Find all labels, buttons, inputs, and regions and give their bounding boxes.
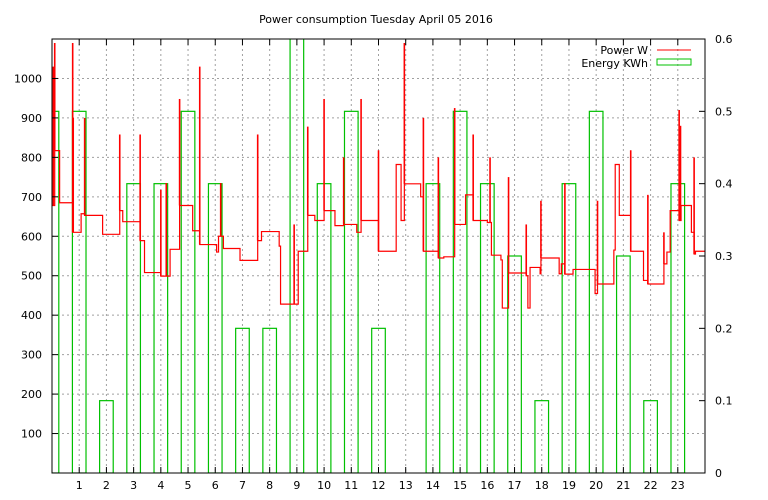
y-tick-label: 600 xyxy=(21,230,42,243)
energy-bar xyxy=(670,183,686,473)
energy-bar xyxy=(561,183,577,473)
y-tick-label: 1000 xyxy=(14,72,42,85)
x-tick-label: 9 xyxy=(293,479,300,492)
x-tick-label: 20 xyxy=(589,479,603,492)
x-tick-label: 22 xyxy=(644,479,658,492)
x-tick-label: 1 xyxy=(76,479,83,492)
x-tick-label: 16 xyxy=(480,479,494,492)
x-tick-label: 10 xyxy=(317,479,331,492)
x-tick-label: 2 xyxy=(103,479,110,492)
y2-tick-label: 0.3 xyxy=(715,250,733,263)
energy-bar xyxy=(615,255,631,473)
x-tick-label: 13 xyxy=(399,479,413,492)
x-tick-label: 18 xyxy=(535,479,549,492)
y2-tick-label: 0.1 xyxy=(715,395,733,408)
legend: Power W Energy KWh xyxy=(581,44,692,70)
y-tick-label: 400 xyxy=(21,309,42,322)
y2-tick-label: 0.2 xyxy=(715,322,733,335)
energy-bar xyxy=(643,400,658,473)
legend-swatch-energy xyxy=(656,58,692,66)
energy-bar xyxy=(507,255,522,473)
energy-bar xyxy=(534,400,550,473)
y2-tick-label: 0 xyxy=(715,467,722,480)
x-tick-label: 11 xyxy=(344,479,358,492)
y-tick-label: 900 xyxy=(21,112,42,125)
x-tick-label: 6 xyxy=(212,479,219,492)
x-tick-label: 3 xyxy=(130,479,137,492)
legend-label-power: Power W xyxy=(600,44,648,57)
energy-bar xyxy=(235,327,250,473)
energy-bar xyxy=(153,183,169,473)
x-tick-label: 23 xyxy=(671,479,685,492)
energy-bar xyxy=(99,400,114,473)
x-tick-label: 4 xyxy=(157,479,164,492)
energy-bar xyxy=(126,183,142,473)
y-tick-label: 500 xyxy=(21,270,42,283)
x-tick-label: 15 xyxy=(453,479,467,492)
y-tick-label: 300 xyxy=(21,349,42,362)
x-tick-label: 7 xyxy=(239,479,246,492)
y2-tick-label: 0.4 xyxy=(715,178,733,191)
x-tick-label: 8 xyxy=(266,479,273,492)
y-tick-label: 700 xyxy=(21,191,42,204)
chart-title: Power consumption Tuesday April 05 2016 xyxy=(259,13,493,26)
x-tick-label: 21 xyxy=(616,479,630,492)
y-tick-label: 200 xyxy=(21,388,42,401)
y-tick-label: 800 xyxy=(21,151,42,164)
energy-bar xyxy=(207,183,223,473)
x-tick-label: 17 xyxy=(508,479,522,492)
x-tick-label: 19 xyxy=(562,479,576,492)
energy-bar xyxy=(479,183,495,473)
x-tick-label: 5 xyxy=(185,479,192,492)
y-tick-label: 100 xyxy=(21,428,42,441)
energy-bar xyxy=(425,183,441,473)
energy-bar xyxy=(371,327,386,473)
energy-bar xyxy=(289,39,305,473)
y2-tick-label: 0.5 xyxy=(715,105,733,118)
energy-bar xyxy=(262,327,278,473)
y2-tick-label: 0.6 xyxy=(715,33,733,46)
x-tick-label: 12 xyxy=(372,479,386,492)
power-line xyxy=(52,150,705,309)
legend-label-energy: Energy KWh xyxy=(581,57,648,70)
x-tick-label: 14 xyxy=(426,479,440,492)
